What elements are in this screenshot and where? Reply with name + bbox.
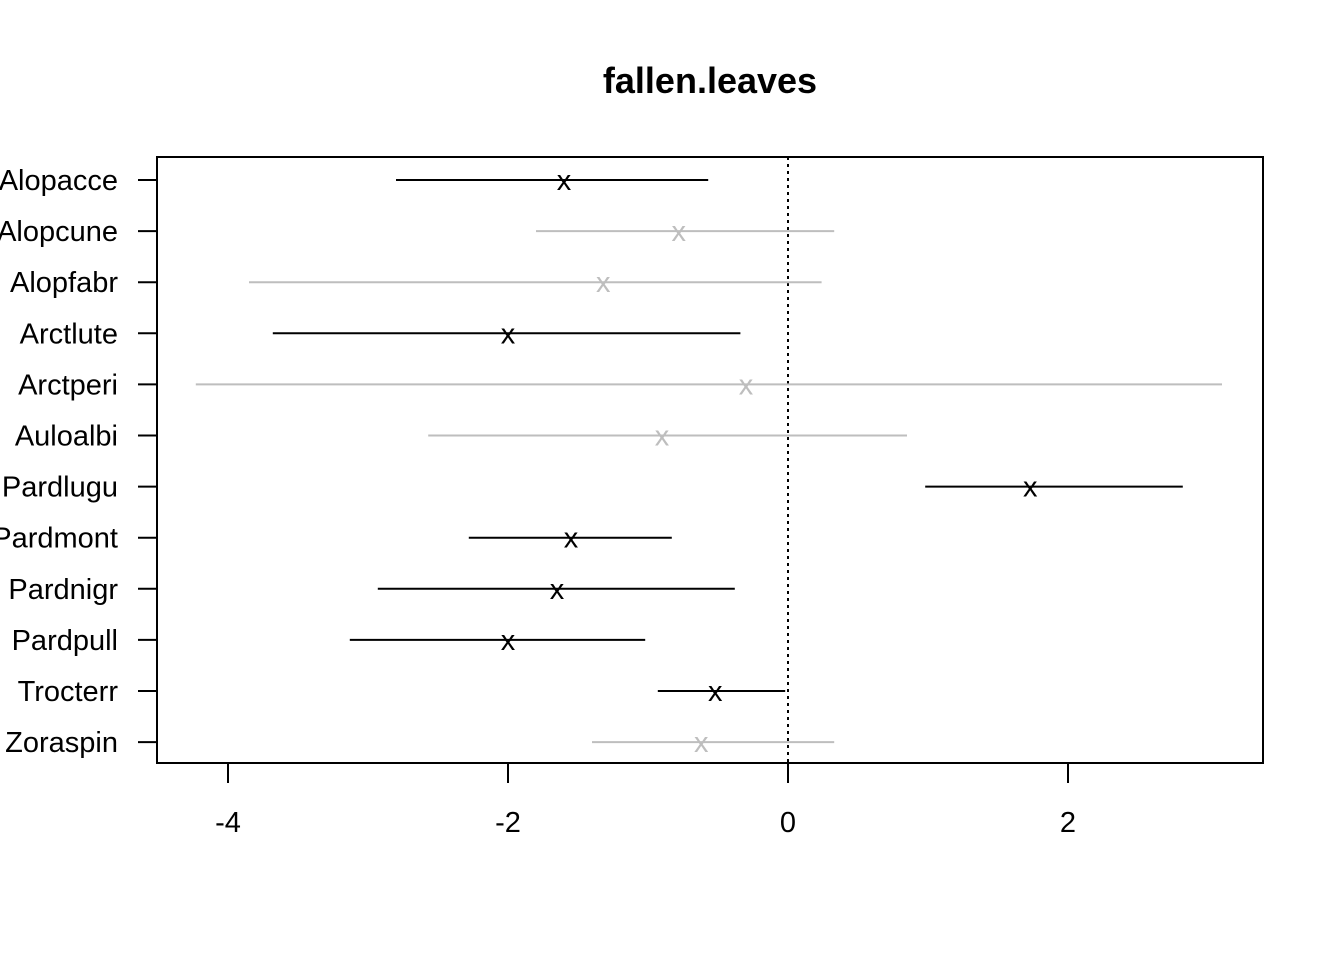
estimate-marker: x	[672, 216, 687, 248]
y-tick-label: Pardpull	[12, 625, 118, 657]
estimate-marker: x	[596, 267, 611, 299]
y-tick-label: Pardmont	[0, 523, 118, 555]
y-tick-label: Alopfabr	[10, 267, 118, 299]
y-tick-label: Zoraspin	[5, 727, 118, 759]
estimate-marker: x	[501, 318, 516, 350]
y-tick-label: Auloalbi	[15, 421, 118, 453]
y-tick-label: Pardnigr	[8, 574, 118, 606]
estimate-marker: x	[655, 421, 670, 453]
estimate-marker: x	[564, 523, 579, 555]
x-tick-label: 0	[780, 807, 796, 839]
estimate-marker: x	[694, 727, 709, 759]
estimate-marker: x	[501, 625, 516, 657]
x-tick-label: -4	[215, 807, 241, 839]
estimate-marker: x	[550, 574, 565, 606]
plot-frame	[156, 156, 1264, 764]
y-tick-label: Pardlugu	[2, 472, 118, 504]
estimate-marker: x	[557, 165, 572, 197]
estimate-marker: x	[1023, 472, 1038, 504]
x-tick-label: -2	[495, 807, 521, 839]
y-tick-label: Trocterr	[18, 676, 119, 708]
y-tick-label: Alopacce	[0, 165, 118, 197]
y-tick-label: Arctlute	[20, 318, 118, 350]
y-tick-label: Alopcune	[0, 216, 118, 248]
estimate-marker: x	[739, 369, 754, 401]
y-tick-label: Arctperi	[18, 369, 118, 401]
estimate-marker: x	[708, 676, 723, 708]
x-tick-label: 2	[1060, 807, 1076, 839]
chart-title: fallen.leaves	[603, 60, 817, 101]
